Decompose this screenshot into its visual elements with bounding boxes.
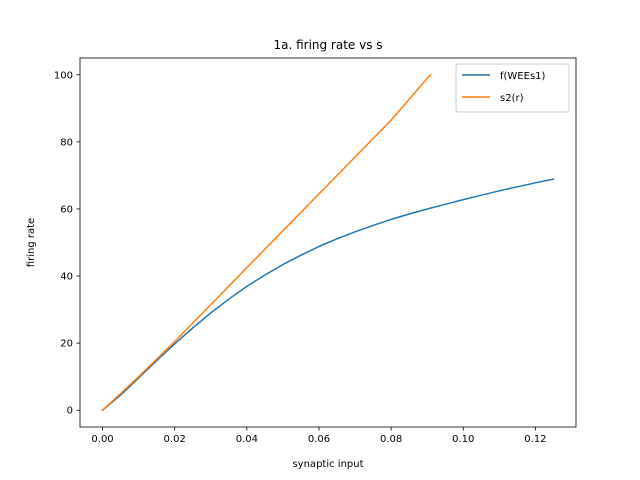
y-tick-label: 80: [60, 137, 73, 148]
series-line-s2-r: [101, 73, 432, 412]
y-axis-label: firing rate: [26, 218, 37, 267]
x-axis-ticks: 0.00 0.02 0.04 0.06 0.08 0.10 0.12: [91, 427, 547, 445]
legend-label-s2-r: s2(r): [500, 93, 524, 104]
x-tick-label: 0.10: [452, 434, 474, 445]
x-axis-label: synaptic input: [292, 459, 363, 470]
x-tick-label: 0.12: [524, 434, 546, 445]
y-axis-ticks: 0 20 40 60 80 100: [54, 70, 80, 417]
chart-title: 1a. firing rate vs s: [273, 38, 382, 52]
x-tick-label: 0.04: [236, 434, 258, 445]
series-layer: [101, 73, 555, 412]
plot-frame: [79, 57, 577, 428]
legend: f(WEEs1) s2(r): [455, 63, 570, 113]
x-tick-label: 0.06: [308, 434, 330, 445]
y-tick-label: 0: [67, 406, 73, 417]
series-line-f-wees1: [101, 178, 555, 412]
y-tick-label: 40: [60, 272, 73, 283]
x-tick-label: 0.02: [164, 434, 186, 445]
x-tick-label: 0.08: [380, 434, 402, 445]
x-tick-label: 0.00: [91, 434, 113, 445]
legend-label-f-wees1: f(WEEs1): [500, 71, 546, 82]
y-tick-label: 100: [54, 70, 73, 81]
legend-box: [455, 63, 570, 113]
y-tick-label: 60: [60, 204, 73, 215]
y-tick-label: 20: [60, 339, 73, 350]
